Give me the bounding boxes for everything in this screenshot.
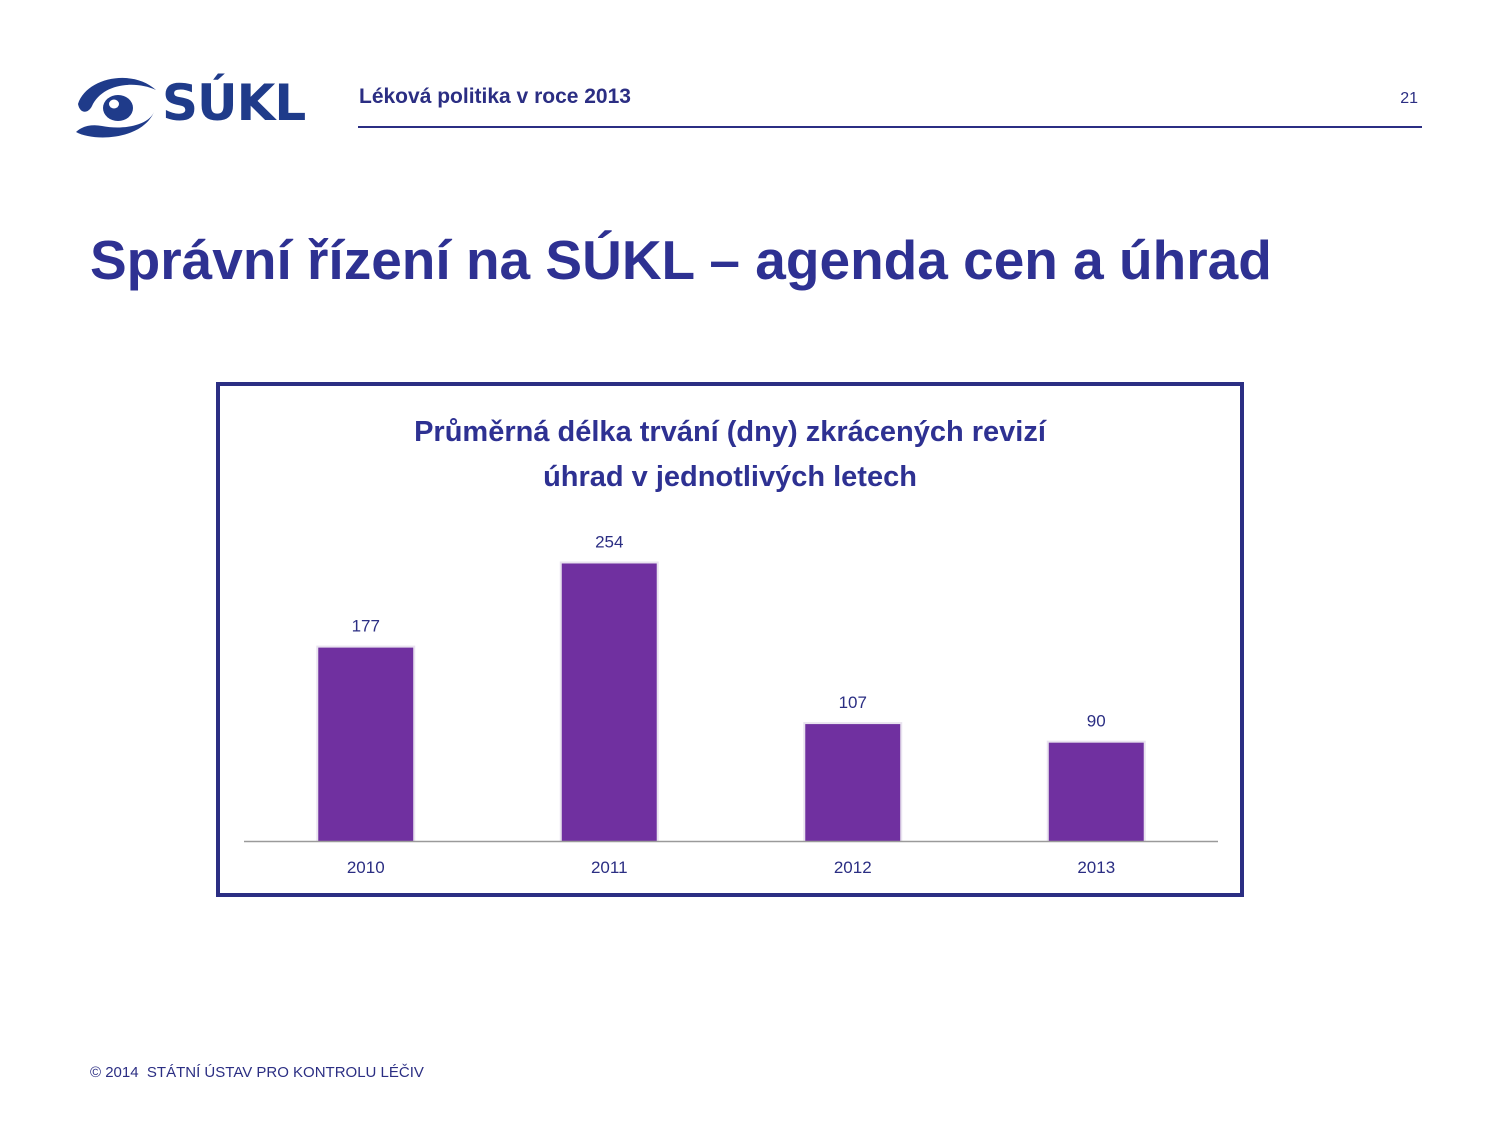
sukl-eye-icon — [76, 77, 156, 138]
chart-title-line-2: úhrad v jednotlivých letech — [543, 461, 917, 493]
bar-2010 — [318, 647, 414, 841]
logo-wordmark: SÚKL — [162, 74, 306, 132]
bar-2011 — [561, 563, 657, 841]
chart-frame: Průměrná délka trvání (dny) zkrácených r… — [216, 382, 1244, 897]
header-divider — [358, 126, 1422, 128]
x-tick-label-2010: 2010 — [347, 858, 385, 877]
slide-title: Správní řízení na SÚKL – agenda cen a úh… — [90, 229, 1272, 291]
bar-2012 — [805, 724, 901, 841]
x-tick-label-2013: 2013 — [1077, 858, 1115, 877]
sukl-logo: SÚKL — [72, 70, 317, 145]
data-label-2011: 254 — [595, 532, 623, 551]
chart-title: Průměrná délka trvání (dny) zkrácených r… — [220, 410, 1240, 500]
x-tick-label-2012: 2012 — [834, 858, 872, 877]
x-tick-label-2011: 2011 — [591, 858, 628, 877]
bar-chart: 177 2010 254 2011 107 2012 90 2013 — [244, 532, 1218, 877]
footer-copyright: © 2014 STÁTNÍ ÚSTAV PRO KONTROLU LÉČIV — [90, 1064, 424, 1081]
bar-2013 — [1048, 742, 1144, 841]
data-label-2012: 107 — [839, 693, 867, 712]
page-number: 21 — [1400, 90, 1418, 107]
data-label-2013: 90 — [1087, 712, 1106, 731]
header-title: Léková politika v roce 2013 — [359, 85, 631, 108]
data-label-2010: 177 — [352, 617, 380, 636]
chart-title-line-1: Průměrná délka trvání (dny) zkrácených r… — [414, 416, 1046, 448]
